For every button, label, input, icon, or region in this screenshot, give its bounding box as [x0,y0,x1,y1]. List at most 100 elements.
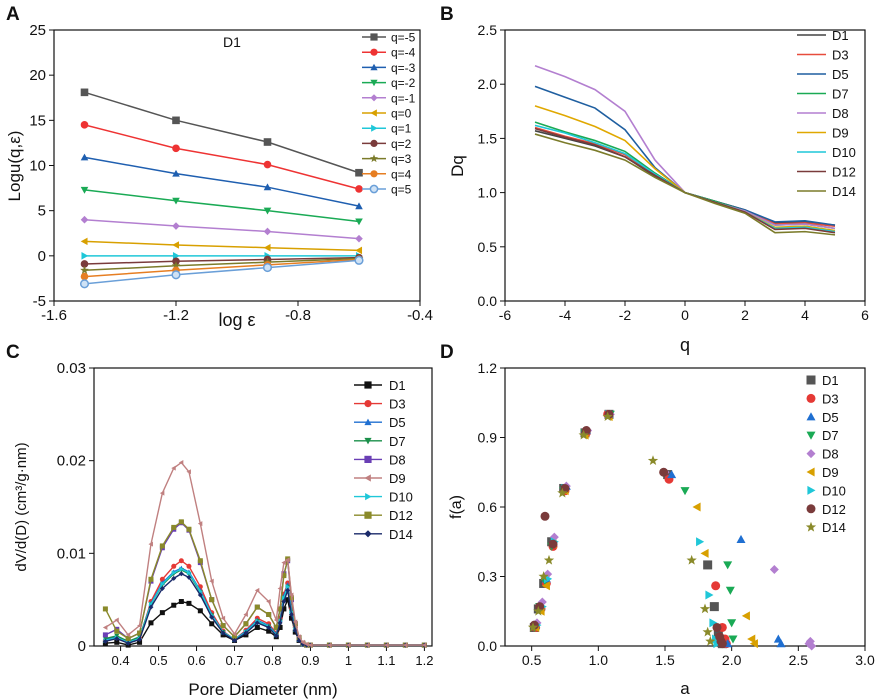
data-point [355,246,363,255]
data-point [281,560,286,566]
series-line-D14 [534,133,836,236]
y-tick-label: 0.6 [478,499,498,515]
data-point [186,570,192,576]
data-point [114,633,120,639]
x-tick-label: -0.4 [407,307,433,324]
y-axis-label: Dq [448,155,467,177]
data-point [725,586,735,595]
data-point [102,624,108,630]
series-line [84,91,360,174]
data-point [285,587,291,593]
data-point [285,597,291,603]
data-point [178,558,184,564]
legend-marker [370,79,378,87]
data-point [663,470,673,480]
data-point [254,620,260,626]
x-tick-label: 2 [741,307,749,323]
data-point [125,632,131,638]
data-point [277,606,283,612]
legend-label: D1 [389,378,406,393]
data-point [383,642,389,648]
legend-label: D7 [832,87,849,102]
series-line-D9 [534,105,836,232]
data-point [354,255,364,265]
legend-label: D12 [822,502,846,517]
data-point [543,554,555,565]
legend-label: q=-2 [391,76,416,90]
y-tick-label: 2.5 [478,22,498,38]
data-point [80,153,89,161]
x-tick-label: -6 [499,307,512,323]
data-point [137,639,143,645]
x-tick-label: -4 [559,307,572,323]
x-tick-label: -1.6 [41,307,67,324]
data-point [159,490,165,496]
x-tick-label: 1.2 [415,653,433,668]
data-point [171,465,176,471]
data-point [703,560,713,570]
y-tick-label: -5 [33,293,46,310]
data-point [232,634,238,640]
x-tick-label: 0.7 [225,653,243,668]
plot-frame [93,367,433,647]
series-line [105,521,425,646]
data-point [80,260,89,268]
legend-marker [364,530,372,538]
data-point [533,605,544,616]
y-tick-label: 0.5 [478,239,498,255]
legend-marker [806,504,816,514]
legend-marker [370,94,378,102]
legend-label: D12 [832,165,856,180]
chart-panel-b: -6 -4 -2 0 2 4 6 0.0 0.5 1.0 1.5 2.0 2.5 q Dq D1 D3 D5 D7 D… [448,22,869,355]
data-point [148,620,154,626]
data-point [705,590,714,600]
data-point [711,581,721,591]
x-tick-label: -0.8 [285,307,311,324]
series-line [84,124,360,190]
series-q=-4 [80,121,363,193]
legend-label: q=1 [391,122,412,136]
y-tick-label: 0.02 [57,453,86,470]
data-point [186,600,192,606]
y-tick-label: 0.9 [478,430,498,446]
x-tick-label: 1.1 [377,653,395,668]
data-point [355,185,363,193]
legend-marker [370,109,377,117]
data-point [148,541,153,547]
data-point [171,602,177,608]
data-point [557,487,568,498]
y-tick-label: 15 [29,112,46,129]
data-point [355,202,363,210]
data-point [541,581,550,591]
x-tick-label: 0.5 [522,652,542,668]
data-point [273,624,279,630]
x-axis-label: log ε [218,310,255,330]
data-point [171,524,177,530]
data-point [355,218,363,226]
panel-label-c: C [6,342,20,363]
series-D14 [527,411,716,646]
legend-label: q=4 [391,167,412,181]
plot-frame [504,29,866,302]
data-point [197,558,203,564]
data-point [137,623,142,629]
data-point [288,615,294,621]
legend-label: D3 [832,48,849,63]
data-point [209,614,215,620]
x-axis-label: Pore Diameter (nm) [188,680,337,699]
data-point [102,638,108,644]
chart-panel-d: 0.5 1.0 1.5 2.0 2.5 3.0 0.0 0.3 0.6 0.9 1.2 a f(a) D1… [448,360,875,698]
data-point [178,460,184,466]
data-point [281,573,287,579]
panel-label-b: B [440,4,454,25]
data-point [220,615,226,621]
data-point [262,263,273,273]
x-tick-label: 2.5 [789,652,809,668]
data-point [137,630,143,636]
y-tick-label: 2.0 [478,76,498,92]
legend-marker [365,493,372,501]
legend-marker [369,154,379,163]
data-point [254,624,260,630]
data-point [281,595,287,601]
series-D9 [531,412,758,649]
